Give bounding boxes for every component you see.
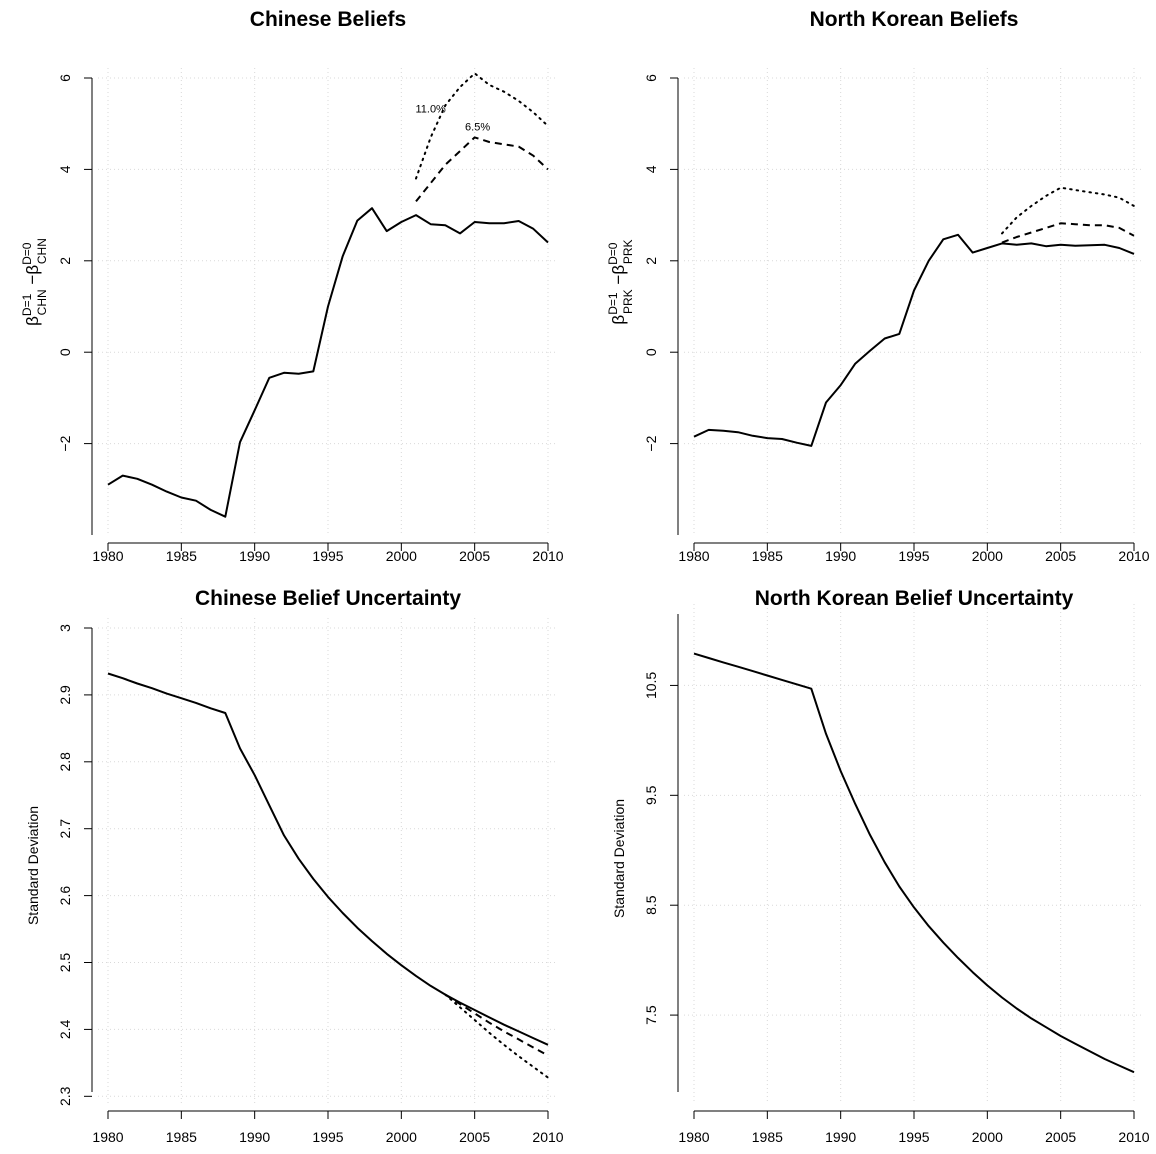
- series-line-dashed: [1001, 222, 1135, 244]
- y-tick-label: 3: [57, 624, 73, 632]
- y-axis-label: Standard Deviation: [611, 799, 627, 918]
- y-axis-label: βD=1PRK −βD=0PRK: [606, 239, 635, 324]
- x-tick-label: 2005: [1045, 548, 1076, 564]
- x-tick-label: 1985: [166, 548, 197, 564]
- series-line-solid: [693, 233, 1135, 447]
- y-tick-label: 10.5: [643, 672, 659, 699]
- y-tick-label: 2.4: [57, 1019, 73, 1039]
- y-tick-label: 6: [643, 74, 659, 82]
- chart-title: Chinese Beliefs: [250, 8, 406, 31]
- series-line-solid: [107, 672, 549, 1046]
- y-axis-label: Standard Deviation: [25, 806, 41, 925]
- x-tick-label: 1995: [898, 1129, 929, 1145]
- x-tick-label: 2005: [1045, 1129, 1076, 1145]
- x-tick-label: 1990: [825, 548, 856, 564]
- y-tick-label: 9.5: [643, 785, 659, 805]
- x-tick-label: 1995: [312, 548, 343, 564]
- x-tick-label: 2010: [1118, 1129, 1149, 1145]
- chart-panel-3: 1980 1985 1990 1995 2000 2005 2010 2.3 2.4 2.5 2.6…: [25, 587, 564, 1145]
- chart-title: North Korean Belief Uncertainty: [755, 587, 1074, 610]
- y-tick-label: 2.6: [57, 886, 73, 906]
- chart-panel-4: 1980 1985 1990 1995 2000 2005 2010 7.5 8.5 9.5 10.…: [611, 587, 1150, 1145]
- x-tick-label: 1980: [92, 548, 123, 564]
- y-tick-label: 2: [643, 257, 659, 265]
- x-tick-label: 1980: [678, 548, 709, 564]
- annotation-label: 6.5%: [465, 122, 490, 134]
- y-tick-label: 8.5: [643, 895, 659, 915]
- x-tick-label: 1995: [312, 1129, 343, 1145]
- y-tick-label: 2.8: [57, 752, 73, 772]
- x-tick-label: 1995: [898, 548, 929, 564]
- chart-title: Chinese Belief Uncertainty: [195, 587, 461, 610]
- series-line-dotted: [1001, 186, 1135, 235]
- y-tick-label: 4: [57, 165, 73, 173]
- y-tick-label: 7.5: [643, 1005, 659, 1025]
- x-tick-label: 2010: [532, 1129, 563, 1145]
- x-tick-label: 1990: [239, 548, 270, 564]
- x-tick-label: 1980: [92, 1129, 123, 1145]
- x-tick-label: 2010: [1118, 548, 1149, 564]
- y-tick-label: 2.9: [57, 685, 73, 705]
- y-tick-label: 4: [643, 165, 659, 173]
- y-tick-label: 2.3: [57, 1086, 73, 1106]
- y-tick-label: −2: [643, 435, 659, 451]
- x-tick-label: 1985: [752, 1129, 783, 1145]
- y-tick-label: 2.5: [57, 953, 73, 973]
- x-tick-label: 2000: [972, 1129, 1003, 1145]
- y-tick-label: 2: [57, 257, 73, 265]
- series-line-solid: [693, 652, 1135, 1074]
- y-axis-label: βD=1CHN −βD=0CHN: [20, 238, 49, 326]
- x-tick-label: 1990: [239, 1129, 270, 1145]
- x-tick-label: 2000: [386, 1129, 417, 1145]
- x-tick-label: 1985: [752, 548, 783, 564]
- y-tick-label: 0: [643, 348, 659, 356]
- chart-panel-2: 1980 1985 1990 1995 2000 2005 2010 −2 0 2 4 6 North …: [606, 8, 1150, 564]
- chart-title: North Korean Beliefs: [810, 8, 1019, 31]
- y-tick-label: 2.7: [57, 819, 73, 839]
- x-tick-label: 2000: [386, 548, 417, 564]
- y-tick-label: −2: [57, 435, 73, 451]
- x-tick-label: 1980: [678, 1129, 709, 1145]
- series-line-dotted: [444, 993, 549, 1079]
- x-tick-label: 2005: [459, 548, 490, 564]
- y-tick-label: 6: [57, 74, 73, 82]
- x-tick-label: 1990: [825, 1129, 856, 1145]
- x-tick-label: 2010: [532, 548, 563, 564]
- y-tick-label: 0: [57, 348, 73, 356]
- series-line-dotted: [415, 72, 549, 180]
- series-line-dashed: [444, 993, 549, 1057]
- series-line-solid: [107, 207, 549, 518]
- x-tick-label: 2005: [459, 1129, 490, 1145]
- x-tick-label: 2000: [972, 548, 1003, 564]
- annotation-label: 11.0%: [415, 103, 446, 115]
- chart-panel-1: 1980 1985 1990 1995 2000 2005 2010 −2 0 2 4 6 Chines…: [20, 8, 564, 564]
- x-tick-label: 1985: [166, 1129, 197, 1145]
